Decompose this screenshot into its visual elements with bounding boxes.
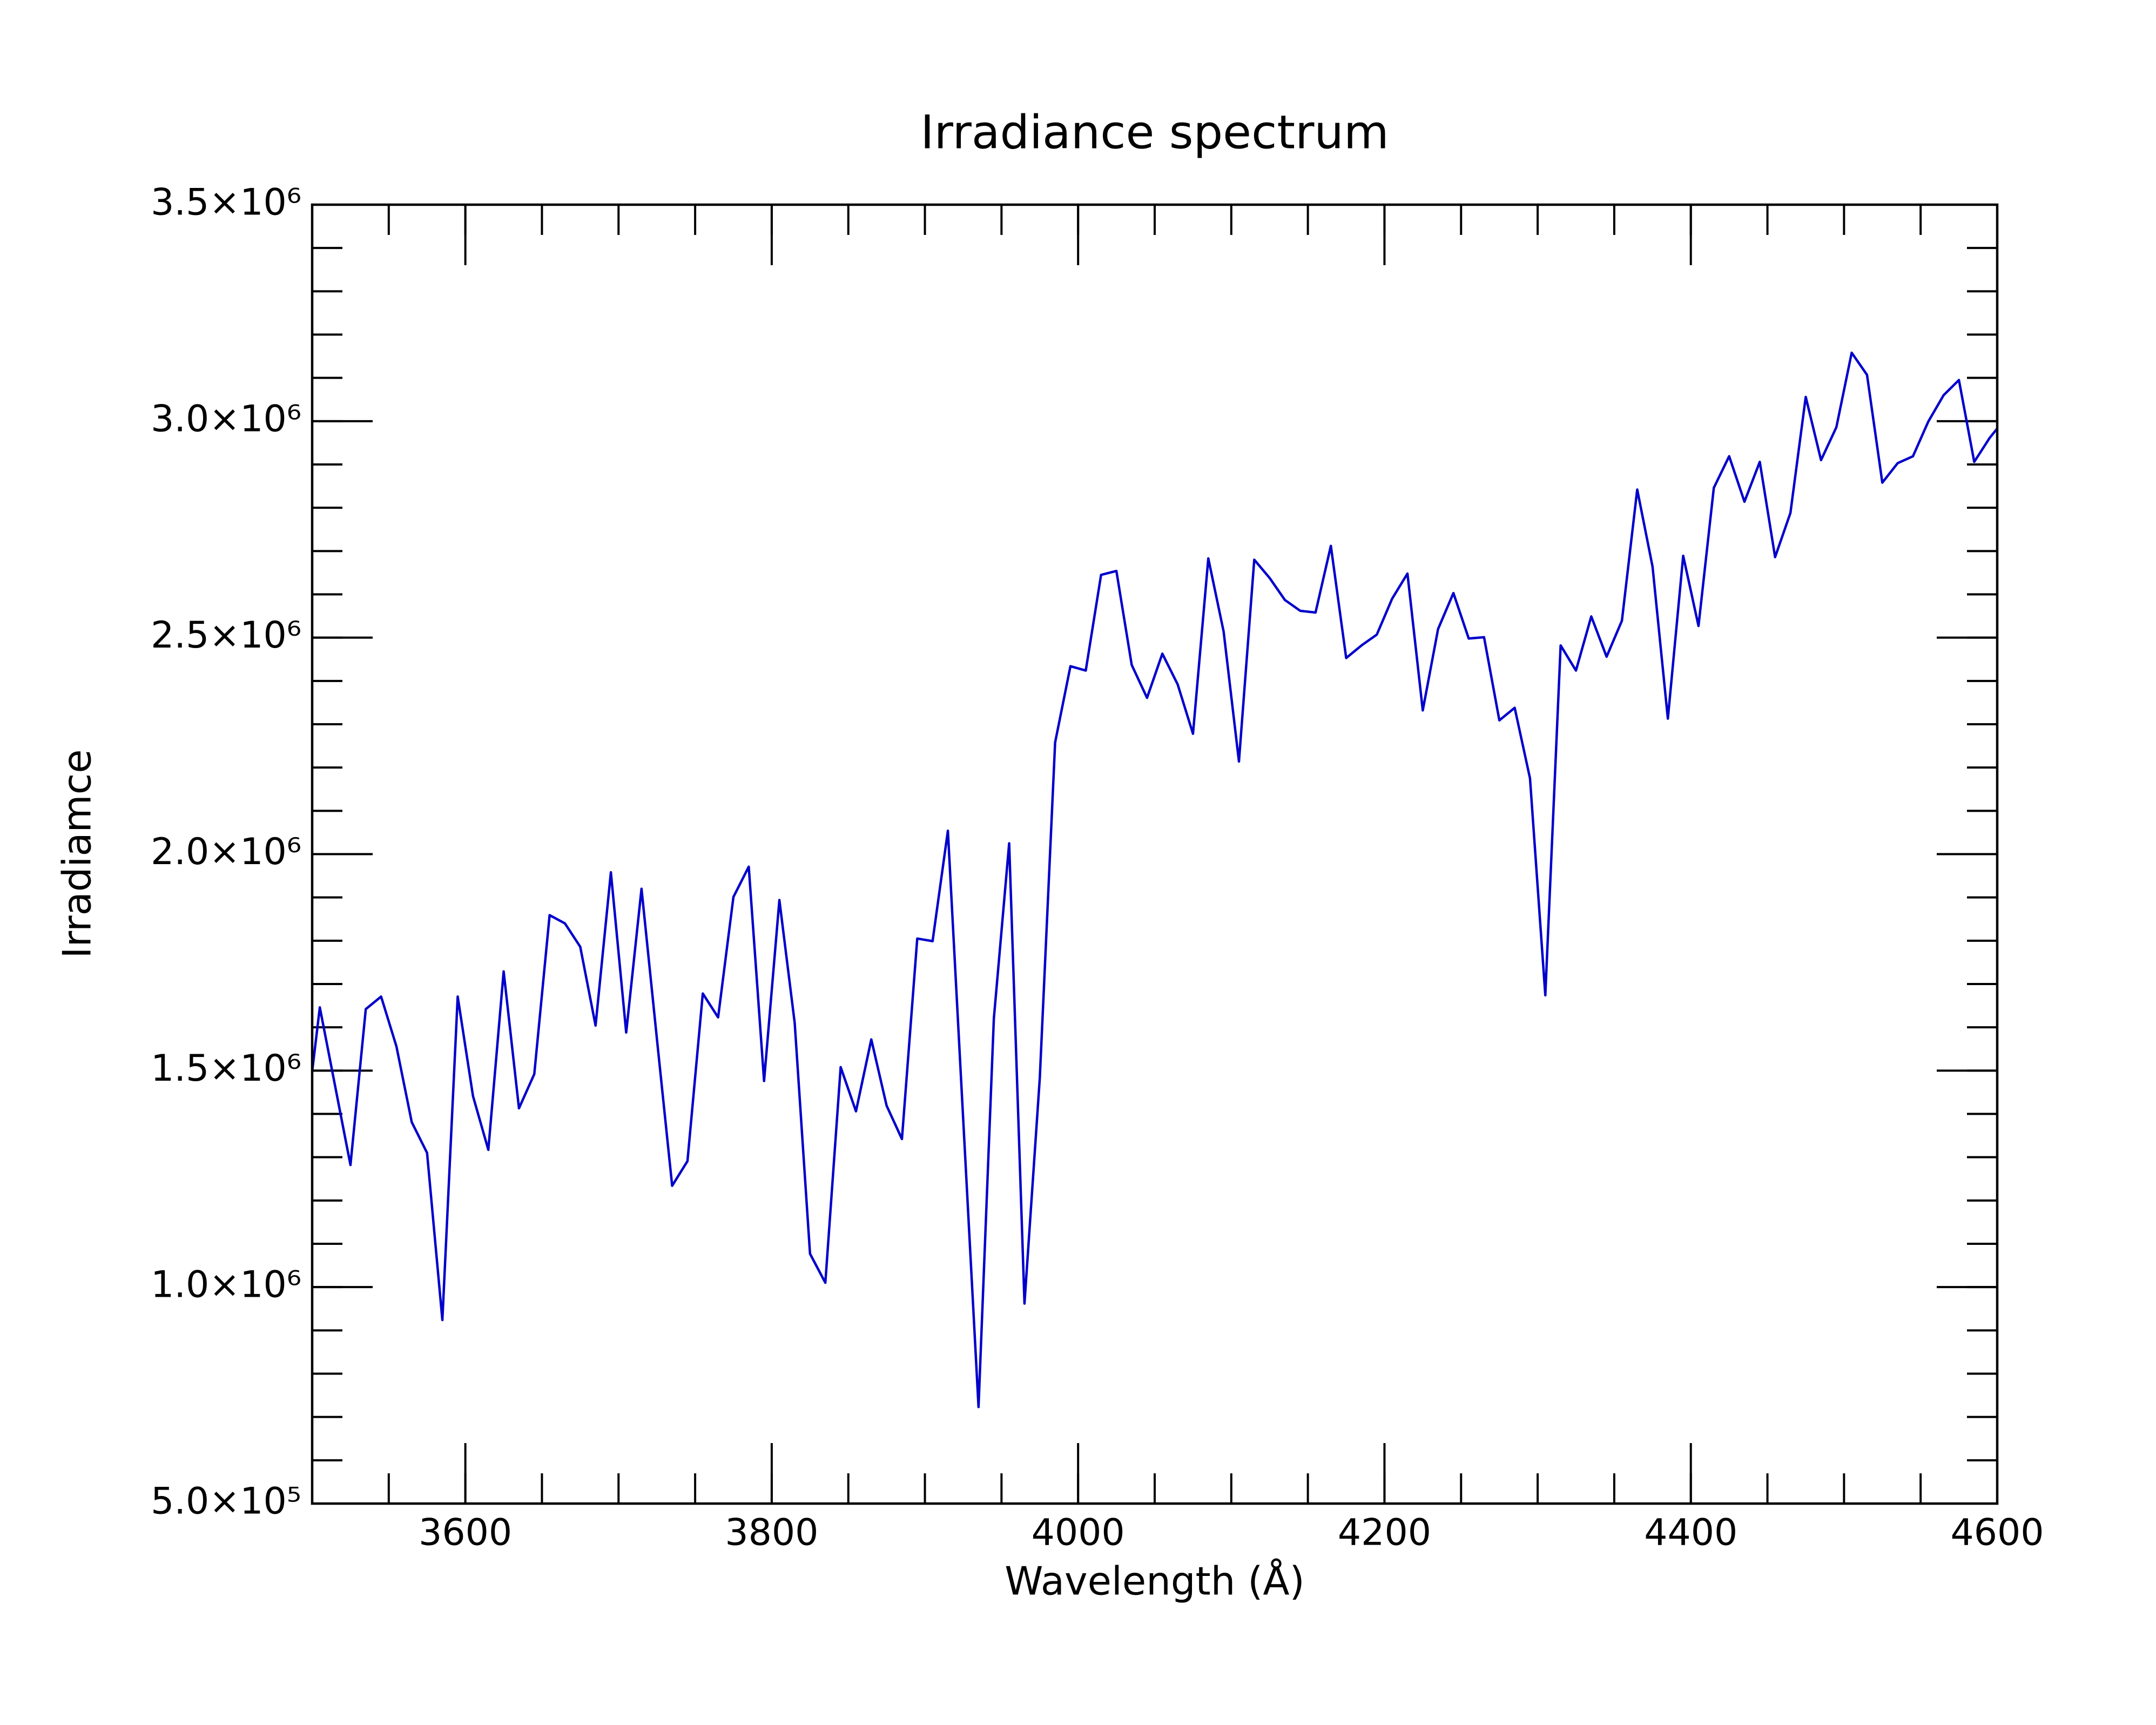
y-tick-label: 3.0×10⁶ [151, 397, 301, 440]
y-tick-label: 5.0×10⁵ [151, 1480, 301, 1523]
y-tick-label: 2.0×10⁶ [151, 831, 301, 873]
x-axis-label: Wavelength (Å) [1005, 1559, 1304, 1604]
y-tick-label: 3.5×10⁶ [151, 181, 301, 224]
x-tick-label: 4200 [1338, 1512, 1431, 1554]
y-tick-label: 2.5×10⁶ [151, 614, 301, 657]
data-line [312, 351, 1997, 1409]
y-tick-label: 1.5×10⁶ [151, 1047, 301, 1090]
y-axis-label: Irradiamce [55, 749, 100, 958]
x-tick-label: 3800 [725, 1512, 818, 1554]
x-tick-label: 3600 [419, 1512, 512, 1554]
x-tick-label: 4000 [1032, 1512, 1125, 1554]
chart-title: Irradiance spectrum [920, 105, 1389, 159]
y-tick-label: 1.0×10⁶ [151, 1264, 301, 1306]
x-tick-label: 4400 [1644, 1512, 1737, 1554]
x-tick-label: 4600 [1950, 1512, 2044, 1554]
plot-frame [311, 203, 1999, 1505]
